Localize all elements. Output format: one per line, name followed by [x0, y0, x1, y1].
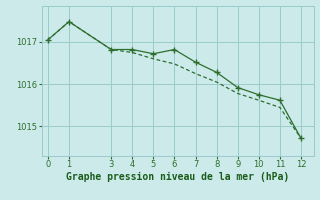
X-axis label: Graphe pression niveau de la mer (hPa): Graphe pression niveau de la mer (hPa): [66, 172, 289, 182]
